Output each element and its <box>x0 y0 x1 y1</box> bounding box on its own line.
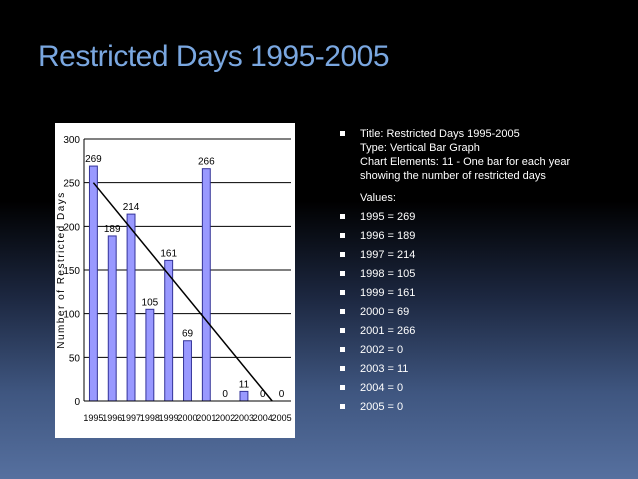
x-tick-label: 2005 <box>272 413 292 423</box>
value-text: 2000 = 69 <box>360 306 410 318</box>
y-axis-label: Number of Restricted Days <box>56 191 67 349</box>
bar <box>201 168 211 402</box>
value-item: 2005 = 0 <box>340 400 630 414</box>
x-tick-label: 2002 <box>215 413 235 423</box>
value-text: 1999 = 161 <box>360 287 416 299</box>
values-list: 1995 = 269 1996 = 189 1997 = 214 1998 = 105… <box>340 210 630 414</box>
y-tick-label: 300 <box>63 135 80 146</box>
value-item: 2002 = 0 <box>340 343 630 357</box>
data-label: 105 <box>142 297 159 308</box>
data-label: 269 <box>85 154 102 165</box>
values-heading: Values: <box>360 192 396 204</box>
description-line: Title: Restricted Days 1995-2005 <box>360 128 520 140</box>
x-tick-label: 2003 <box>234 413 254 423</box>
value-item: 1996 = 189 <box>340 229 630 243</box>
description-line: showing the number of restricted days <box>360 170 546 182</box>
value-item: 1997 = 214 <box>340 248 630 262</box>
bar <box>126 213 136 402</box>
value-item: 2004 = 0 <box>340 381 630 395</box>
bullet-icon <box>340 347 345 352</box>
value-item: 2000 = 69 <box>340 305 630 319</box>
y-tick-label: 0 <box>74 397 80 408</box>
bullet-icon <box>340 385 345 390</box>
value-text: 2003 = 11 <box>360 363 409 375</box>
value-text: 1998 = 105 <box>360 268 416 280</box>
x-tick-label: 1998 <box>140 413 160 423</box>
y-tick-label: 200 <box>63 222 80 233</box>
data-label: 266 <box>198 157 215 168</box>
y-tick-label: 50 <box>69 353 81 364</box>
bar <box>88 165 98 402</box>
value-item: 1999 = 161 <box>340 286 630 300</box>
x-tick-label: 2004 <box>253 413 273 423</box>
description-item: Title: Restricted Days 1995-2005 Type: V… <box>340 127 630 183</box>
value-text: 1995 = 269 <box>360 211 416 223</box>
chart-description: Title: Restricted Days 1995-2005 Type: V… <box>340 127 630 414</box>
bullet-icon <box>340 233 345 238</box>
bar <box>145 308 155 402</box>
bullet-icon <box>340 328 345 333</box>
value-text: 2004 = 0 <box>360 382 404 394</box>
bullet-icon <box>340 252 345 257</box>
data-label: 161 <box>160 248 177 259</box>
y-tick-label: 250 <box>63 179 80 190</box>
bullet-icon <box>340 309 345 314</box>
bar <box>164 259 174 402</box>
x-tick-label: 1999 <box>159 413 179 423</box>
description-line: Type: Vertical Bar Graph <box>360 142 480 154</box>
bullet-icon <box>340 214 345 219</box>
value-item: 2003 = 11 <box>340 362 630 376</box>
y-tick-label: 150 <box>63 266 80 277</box>
data-label: 69 <box>182 329 194 340</box>
value-text: 2001 = 266 <box>360 325 416 337</box>
value-text: 2002 = 0 <box>360 344 404 356</box>
bullet-icon <box>340 271 345 276</box>
description-line: Chart Elements: 11 - One bar for each ye… <box>360 156 571 168</box>
y-tick-label: 100 <box>63 310 80 321</box>
value-text: 2005 = 0 <box>360 401 404 413</box>
bullet-icon <box>340 366 345 371</box>
slide-title: Restricted Days 1995-2005 <box>38 40 390 73</box>
data-label: 189 <box>104 224 121 235</box>
bullet-icon <box>340 290 345 295</box>
value-item: 2001 = 266 <box>340 324 630 338</box>
data-label: 0 <box>279 389 285 400</box>
value-item: 1995 = 269 <box>340 210 630 224</box>
x-tick-label: 1997 <box>121 413 141 423</box>
bar <box>183 340 192 402</box>
bullet-icon <box>340 404 345 409</box>
bar <box>107 235 117 402</box>
trendline <box>92 182 273 402</box>
chart-panel: 269 189 214 105 161 69 266 0 11 0 0 0 50 100 150 200 25… <box>55 123 295 438</box>
value-item: 1998 = 105 <box>340 267 630 281</box>
value-text: 1997 = 214 <box>360 249 416 261</box>
data-label: 0 <box>260 389 266 400</box>
x-tick-label: 1996 <box>102 413 122 423</box>
x-tick-label: 2000 <box>177 413 197 423</box>
x-tick-label: 2001 <box>196 413 216 423</box>
bullet-icon <box>340 131 345 136</box>
data-label: 0 <box>222 389 228 400</box>
bar <box>239 390 249 402</box>
value-text: 1996 = 189 <box>360 230 416 242</box>
x-tick-label: 1995 <box>83 413 103 423</box>
data-label: 11 <box>239 379 250 390</box>
data-label: 214 <box>123 202 140 213</box>
